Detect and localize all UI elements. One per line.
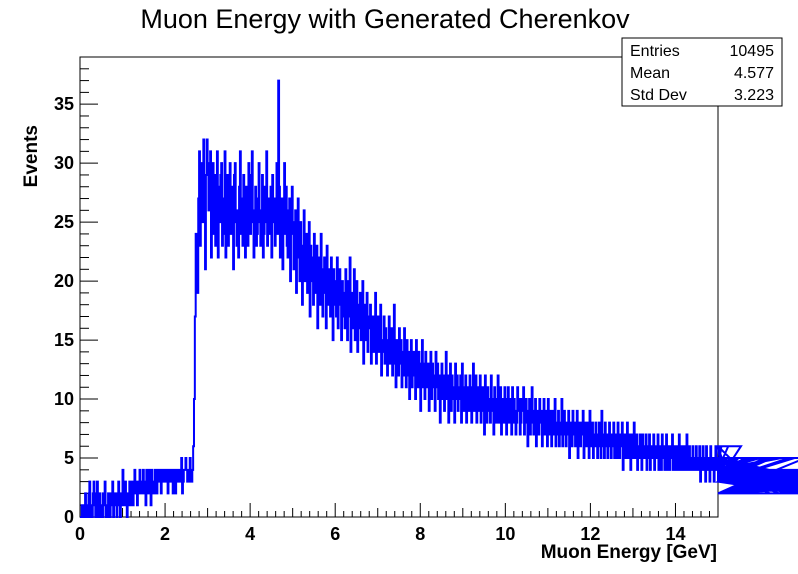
y-axis-ticks: 0 5 10 15 20 25 30 35 [54,56,98,527]
stats-entries-label: Entries [630,43,680,60]
x-tick-label: 6 [330,524,340,544]
stats-mean-value: 4.577 [734,65,774,82]
x-tick-label: 14 [665,524,685,544]
x-tick-label: 0 [75,524,85,544]
y-tick-label: 30 [54,153,74,173]
stats-entries-value: 10495 [730,43,775,60]
x-tick-label: 12 [580,524,600,544]
y-tick-label: 0 [64,507,74,527]
y-tick-label: 15 [54,330,74,350]
chart-title: Muon Energy with Generated Cherenkov [140,4,630,34]
histogram-series-line [80,79,798,518]
stats-box: Entries 10495 Mean 4.577 Std Dev 3.223 [621,37,783,107]
x-axis-label: Muon Energy [GeV] [541,542,717,563]
x-axis-ticks: 0 2 4 6 8 10 12 14 [75,503,719,544]
y-tick-label: 10 [54,389,74,409]
y-tick-label: 20 [54,271,74,291]
stats-stddev-label: Std Dev [630,87,687,104]
x-tick-label: 8 [415,524,425,544]
stats-stddev-value: 3.223 [734,87,774,104]
x-tick-label: 2 [160,524,170,544]
y-tick-label: 5 [64,448,74,468]
y-axis-label: Events [21,125,42,187]
x-tick-label: 4 [245,524,255,544]
y-tick-label: 25 [54,212,74,232]
stats-box-frame [621,37,783,107]
y-tick-label: 35 [54,94,74,114]
stats-mean-label: Mean [630,65,670,82]
x-tick-label: 10 [495,524,515,544]
plot-frame [79,56,719,518]
